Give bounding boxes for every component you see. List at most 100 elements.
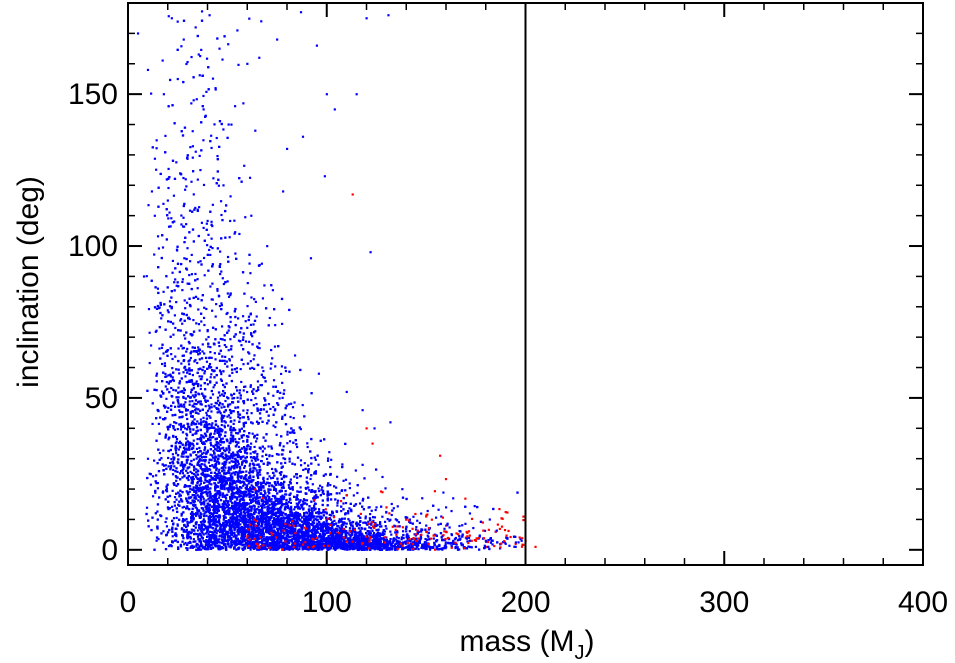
data-point-blue [227,469,230,473]
data-point-blue [233,457,237,460]
data-point-blue [274,324,277,327]
data-point-blue [185,409,188,412]
data-point-blue [165,525,169,528]
data-point-blue [205,414,209,417]
data-point-blue [221,470,224,473]
data-point-blue [405,530,408,533]
data-point-blue [275,503,278,506]
data-point-blue [504,542,507,545]
data-point-blue [185,62,188,66]
data-point-blue [394,548,397,551]
data-point-blue [291,429,294,432]
data-point-blue [164,385,167,388]
data-point-blue [238,499,242,503]
data-point-blue [234,252,237,255]
data-point-blue [226,280,229,283]
data-point-blue [309,523,312,526]
data-point-blue [190,421,194,425]
data-point-blue [162,352,165,355]
data-point-blue [253,496,257,499]
data-point-blue [365,540,368,543]
data-point-blue [155,139,158,142]
data-point-blue [325,93,328,96]
data-point-blue [258,503,261,506]
data-point-blue [246,326,249,329]
data-point-blue [318,548,321,551]
data-point-blue [360,544,363,547]
data-point-blue [147,307,151,311]
data-point-blue [195,407,198,410]
data-point-blue [220,406,223,409]
data-point-blue [205,360,209,363]
data-point-blue [303,513,306,516]
data-point-blue [255,402,258,406]
data-point-blue [196,455,199,458]
data-point-blue [279,473,282,476]
data-point-blue [237,488,240,491]
data-point-blue [409,539,412,542]
data-point-blue [188,521,191,524]
data-point-blue [192,444,195,447]
data-point-blue [182,424,186,427]
data-point-blue [312,525,315,528]
data-point-blue [214,495,217,499]
data-point-blue [172,462,175,465]
data-point-blue [225,521,229,525]
data-point-blue [154,330,157,333]
data-point-blue [171,357,174,361]
data-point-blue [389,421,392,424]
data-point-blue [213,529,216,532]
data-point-blue [241,498,244,502]
data-point-blue [173,281,176,284]
data-point-blue [299,524,302,527]
data-point-blue [250,398,253,402]
data-point-blue [325,511,328,514]
data-point-blue [156,304,159,308]
data-point-blue [296,548,299,551]
data-point-blue [167,456,170,460]
data-point-blue [236,521,239,524]
data-point-blue [157,422,160,425]
data-point-red [514,542,517,545]
data-point-blue [314,458,317,461]
data-point-blue [213,384,216,387]
data-point-blue [197,346,200,349]
data-point-blue [206,409,210,412]
data-point-blue [246,544,249,547]
data-point-blue [353,536,357,539]
data-point-blue [464,522,467,525]
data-point-blue [236,498,239,501]
data-point-blue [227,490,230,493]
data-point-blue [282,190,285,193]
data-point-blue [207,467,210,471]
data-point-blue [166,199,169,202]
data-point-blue [230,539,233,542]
data-point-blue [211,224,214,228]
data-point-blue [233,467,236,470]
data-point-blue [218,447,222,451]
data-point-blue [221,58,224,61]
data-point-blue [197,412,200,415]
data-point-blue [189,430,192,434]
data-point-blue [335,486,338,489]
data-point-blue [223,424,226,427]
data-point-blue [250,484,253,487]
data-point-blue [226,505,230,508]
data-point-blue [255,500,258,503]
data-point-blue [196,494,199,497]
data-point-blue [226,540,229,543]
data-point-blue [172,427,175,430]
data-point-red [365,427,368,430]
data-point-blue [301,528,304,531]
data-point-blue [180,223,183,226]
data-point-blue [156,487,160,490]
data-point-blue [226,415,229,418]
data-point-blue [173,504,177,507]
data-point-blue [453,538,456,541]
data-point-blue [208,497,211,500]
data-point-blue [327,534,330,538]
data-point-blue [320,548,323,551]
data-point-blue [517,541,520,544]
data-point-blue [183,505,186,509]
data-point-blue [345,534,348,537]
